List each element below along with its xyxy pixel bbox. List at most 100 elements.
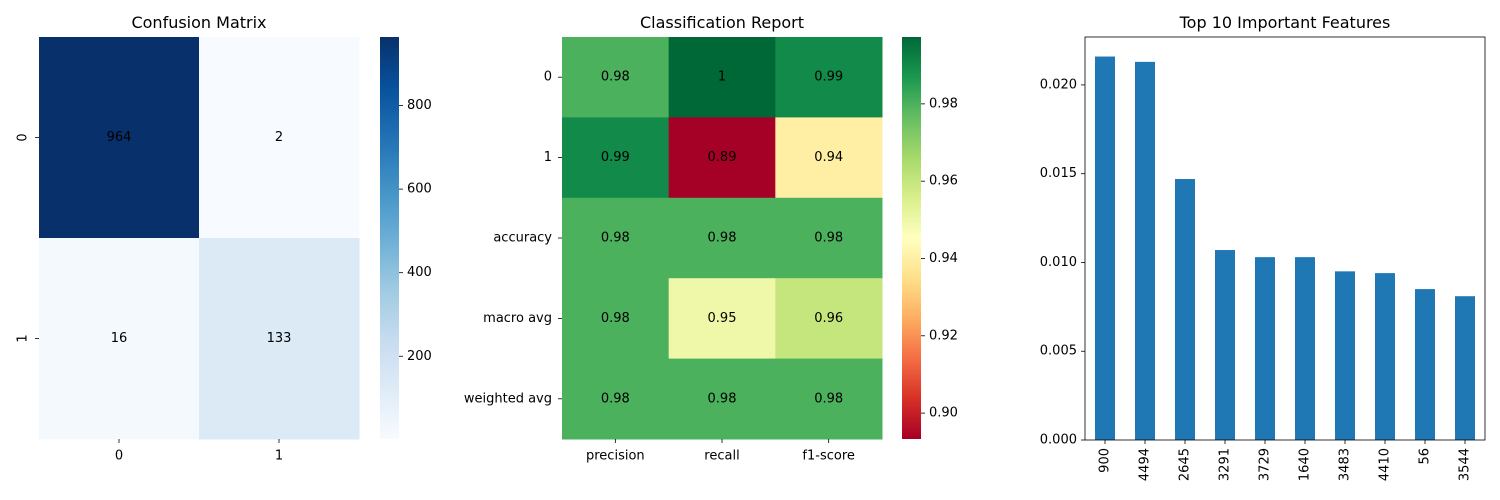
- fi-y-tick-label: 0.010: [1040, 255, 1077, 270]
- cr-y-tick-label: 1: [544, 150, 552, 165]
- cr-y-tick-label: accuracy: [493, 231, 552, 246]
- fi-x-tick-label: 3483: [1338, 448, 1353, 481]
- fi-x-tick-label: 2645: [1178, 448, 1193, 481]
- fi-y-tick-label: 0.005: [1040, 344, 1077, 359]
- cr-cell-label: 0.98: [814, 391, 843, 406]
- fi-x-tick-label: 900: [1098, 448, 1113, 473]
- cm-cell-label: 133: [267, 331, 292, 346]
- cr-cell: [775, 117, 883, 199]
- cr-cell-label: 0.98: [601, 391, 630, 406]
- cr-colorbar-tick-label: 0.92: [929, 328, 958, 343]
- fi-y-tick-label: 0.000: [1040, 433, 1077, 448]
- cr-colorbar-gradient: [902, 37, 921, 439]
- cr-cell: [668, 37, 776, 118]
- cr-cell-label: 0.96: [814, 311, 843, 326]
- cr-cell: [562, 278, 670, 360]
- confusion-matrix-axes: 0 1 0 1: [16, 133, 284, 463]
- fi-y-tick-label: 0.020: [1040, 77, 1077, 92]
- fi-x-tick-label: 3291: [1218, 448, 1233, 481]
- cr-colorbar-tick-label: 0.96: [929, 174, 958, 189]
- cr-cell: [775, 197, 883, 279]
- cr-x-tick-label: f1-score: [802, 449, 854, 464]
- classification-report-cells: 0.98 1 0.99 0.99 0.89 0.94 0.98 0.98 0.98 0.98 0.9…: [562, 37, 883, 440]
- feature-importance-bars: [1095, 56, 1475, 441]
- feature-importance-panel: Top 10 Important Features 900 4494 2645 329…: [1040, 13, 1486, 481]
- confusion-matrix-panel: Confusion Matrix 964 2 16 133 0 1 0 1 200 400 60…: [16, 13, 432, 464]
- confusion-matrix-cells: 964 2 16 133: [39, 37, 360, 440]
- confusion-matrix-title: Confusion Matrix: [131, 13, 266, 32]
- cr-cell: [775, 278, 883, 360]
- cm-colorbar-gradient: [380, 37, 399, 439]
- cr-cell-label: 0.99: [601, 150, 630, 165]
- cm-cell-label: 16: [111, 331, 128, 346]
- fi-x-tick-label: 1640: [1298, 448, 1313, 481]
- cm-colorbar-tick-label: 200: [407, 349, 432, 364]
- cr-cell: [668, 358, 776, 440]
- cr-cell-label: 0.98: [814, 231, 843, 246]
- fi-axes-frame: [1084, 36, 1486, 441]
- cm-colorbar-tick-label: 400: [407, 265, 432, 280]
- cm-cell: [199, 37, 360, 239]
- cr-cell: [775, 358, 883, 440]
- confusion-matrix-colorbar: 200 400 600 800: [380, 37, 432, 439]
- cr-colorbar-tick-label: 0.98: [929, 96, 958, 111]
- fi-x-tick-label: 56: [1418, 448, 1433, 465]
- cr-cell-label: 0.98: [601, 70, 630, 85]
- cr-cell: [562, 37, 670, 118]
- feature-bar: [1255, 257, 1275, 440]
- cr-cell-label: 0.98: [708, 231, 737, 246]
- cr-cell: [668, 117, 776, 199]
- cm-x-tick-label: 1: [275, 449, 283, 464]
- cr-x-tick-label: recall: [704, 449, 739, 464]
- fi-x-tick-label: 4494: [1138, 448, 1153, 481]
- cm-y-tick-label: 0: [16, 133, 31, 141]
- fi-x-tick-label: 3729: [1258, 448, 1273, 481]
- cr-cell-label: 0.94: [814, 150, 843, 165]
- cr-cell-label: 0.99: [814, 70, 843, 85]
- fi-x-tick-label: 4410: [1378, 448, 1393, 481]
- cr-y-tick-label: 0: [544, 70, 552, 85]
- cm-colorbar-tick-label: 600: [407, 182, 432, 197]
- feature-bar: [1215, 250, 1235, 440]
- cr-cell: [668, 278, 776, 360]
- cr-cell: [562, 197, 670, 279]
- cr-colorbar-tick-label: 0.94: [929, 251, 958, 266]
- classification-report-title: Classification Report: [640, 13, 804, 32]
- cr-y-tick-label: macro avg: [483, 311, 552, 326]
- cm-cell: [199, 238, 360, 440]
- cm-cell: [39, 37, 200, 239]
- cr-cell-label: 0.98: [601, 231, 630, 246]
- cr-cell-label: 0.89: [708, 150, 737, 165]
- classification-report-colorbar: 0.90 0.92 0.94 0.96 0.98: [902, 37, 958, 439]
- cm-y-tick-label: 1: [16, 334, 31, 342]
- cr-cell: [668, 197, 776, 279]
- classification-report-axes: precision recall f1-score 0 1 accuracy macro a…: [464, 70, 855, 464]
- feature-bar: [1415, 289, 1435, 440]
- feature-bar: [1335, 271, 1355, 440]
- cr-cell-label: 0.95: [708, 311, 737, 326]
- cr-cell: [562, 358, 670, 440]
- classification-report-panel: Classification Report 0.98 1 0.990.99 0.89 0…: [464, 13, 958, 464]
- cr-cell: [562, 117, 670, 199]
- feature-bar: [1295, 257, 1315, 440]
- cr-cell-label: 1: [718, 70, 726, 85]
- cr-y-tick-label: weighted avg: [464, 391, 552, 406]
- cm-cell-label: 2: [275, 130, 283, 145]
- feature-importance-axes: 900 4494 2645 3291 3729 1640 3483 4410 56 3544 0.0…: [1040, 36, 1486, 481]
- fi-y-tick-label: 0.015: [1040, 166, 1077, 181]
- feature-bar: [1455, 296, 1475, 440]
- cr-colorbar-tick-label: 0.90: [929, 406, 958, 421]
- cm-cell-label: 964: [107, 130, 132, 145]
- cr-cell: [775, 37, 883, 118]
- cr-cell-label: 0.98: [601, 311, 630, 326]
- cm-x-tick-label: 0: [115, 449, 123, 464]
- feature-importance-title: Top 10 Important Features: [1179, 13, 1391, 32]
- feature-bar: [1135, 61, 1155, 441]
- feature-bar: [1175, 179, 1195, 440]
- fi-x-tick-label: 3544: [1458, 448, 1473, 481]
- feature-bar: [1375, 273, 1395, 440]
- cr-x-tick-label: precision: [586, 449, 645, 464]
- cm-cell: [39, 238, 200, 440]
- cr-cell-label: 0.98: [708, 391, 737, 406]
